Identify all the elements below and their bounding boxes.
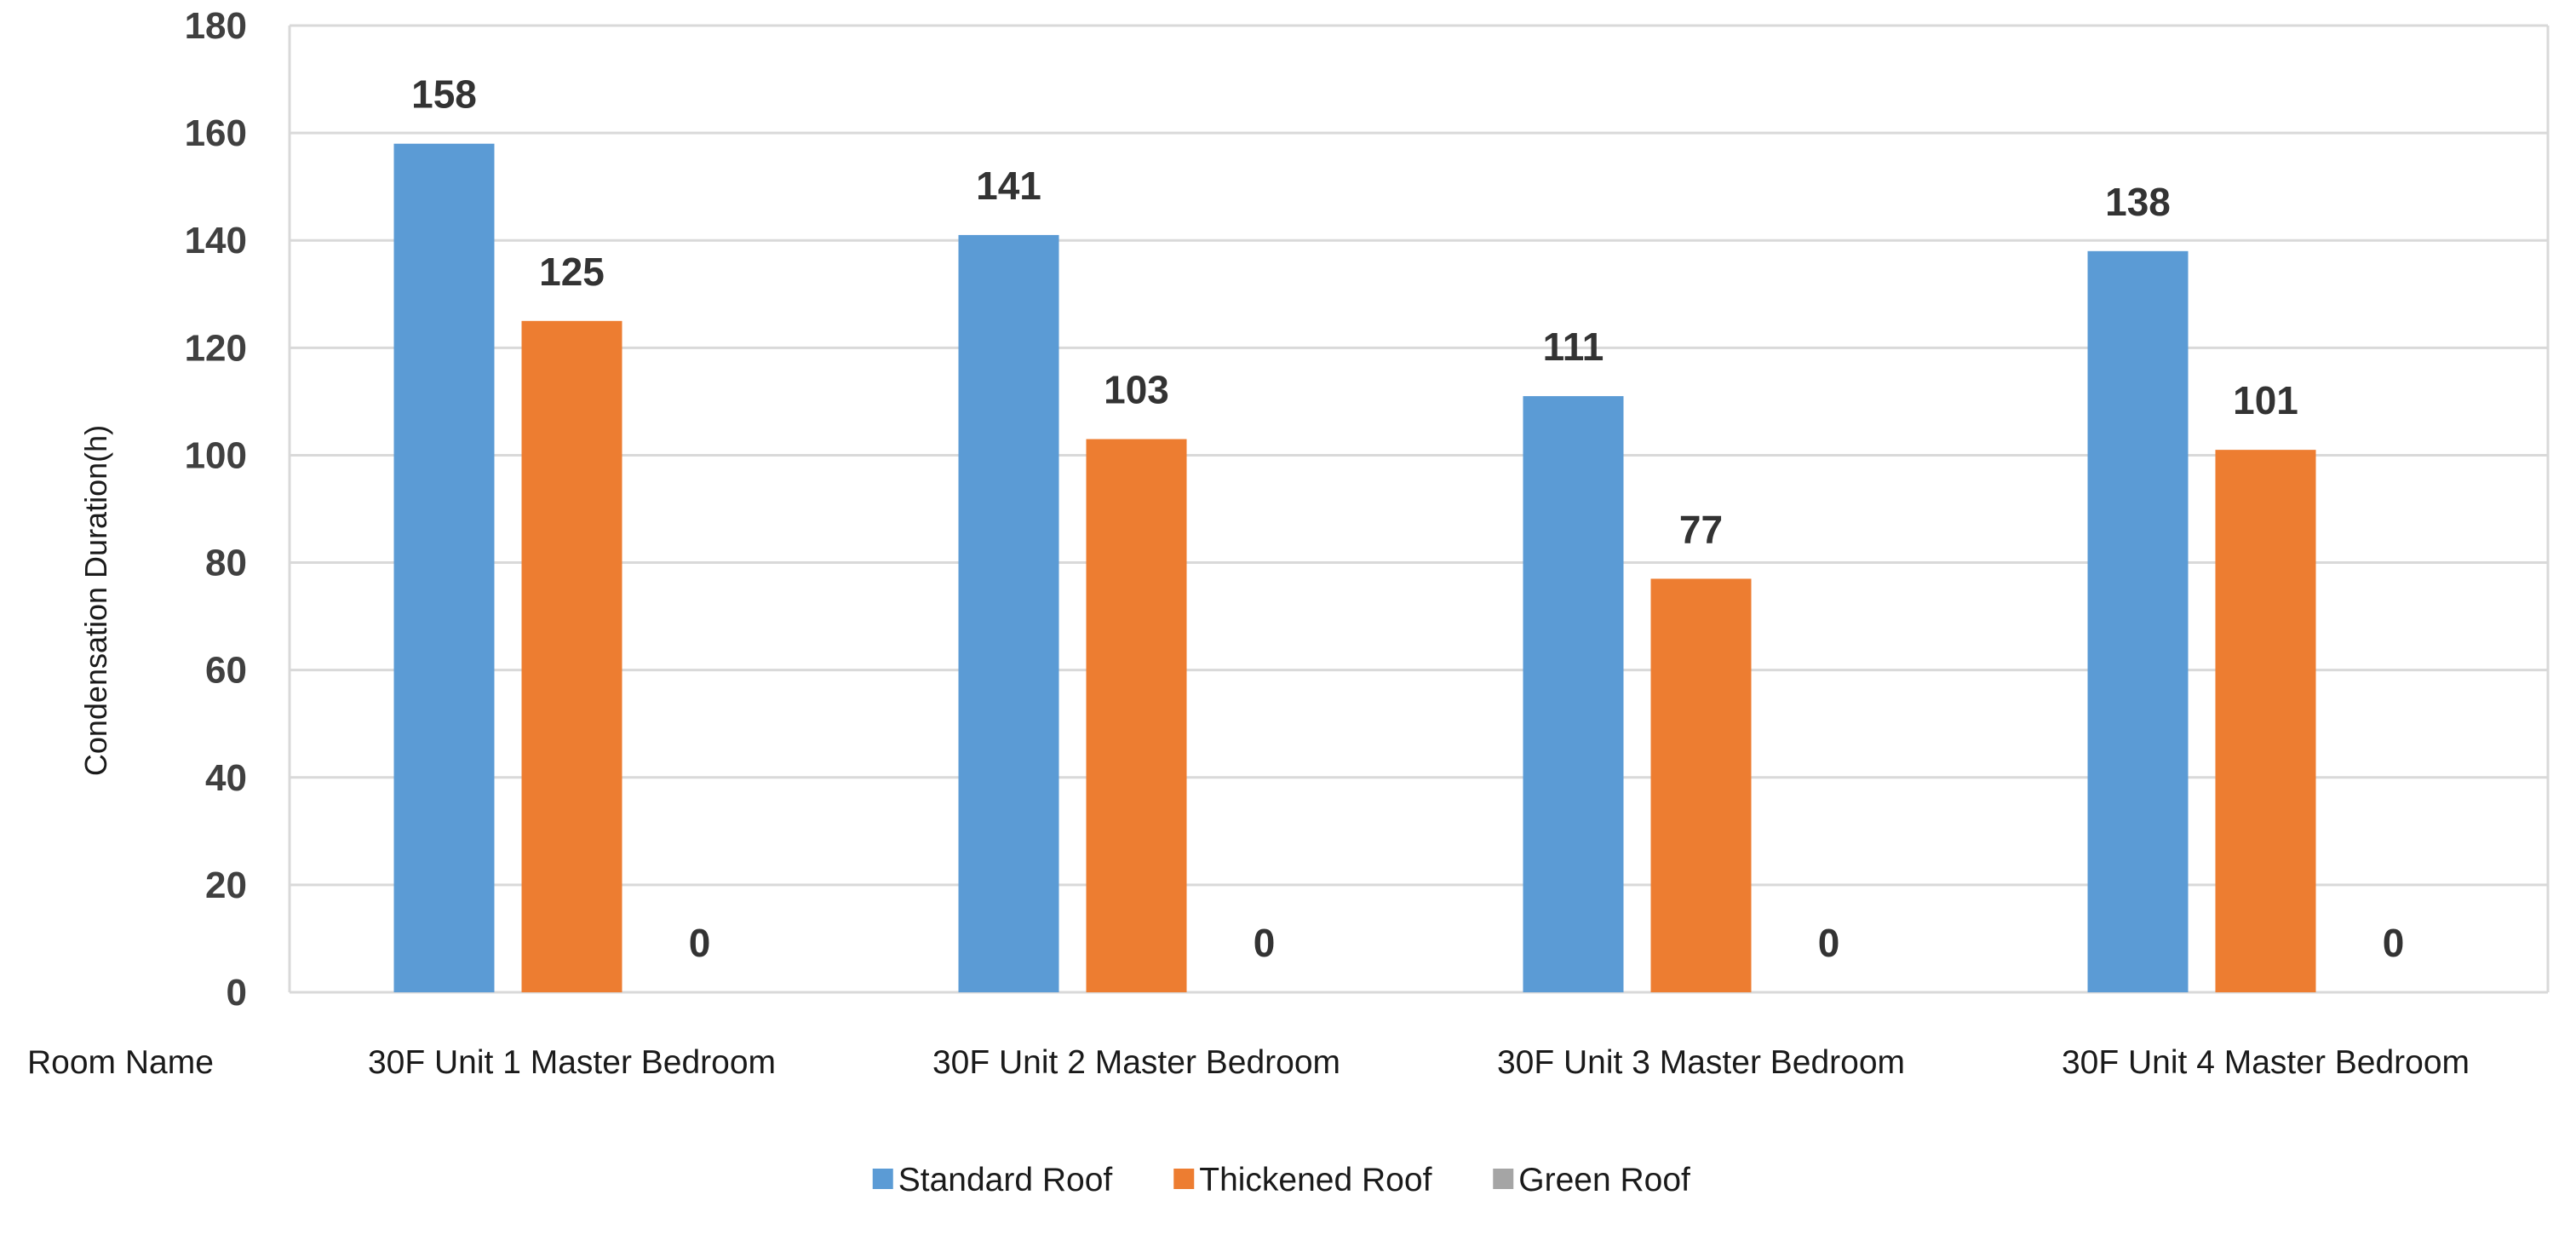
- y-tick-label: 180: [185, 5, 247, 47]
- legend-swatch: [1173, 1169, 1195, 1189]
- legend: Standard Roof Thickened Roof Green Roof: [872, 1162, 1690, 1198]
- data-label: 101: [2233, 378, 2298, 422]
- data-label: 125: [539, 250, 605, 294]
- data-label: 0: [2383, 921, 2405, 965]
- y-tick-label: 40: [205, 757, 247, 799]
- category-label: 30F Unit 2 Master Bedroom: [932, 1044, 1340, 1081]
- y-tick-label: 160: [185, 112, 247, 154]
- category-label: 30F Unit 3 Master Bedroom: [1497, 1044, 1905, 1081]
- category-label: 30F Unit 4 Master Bedroom: [2062, 1044, 2470, 1081]
- bar: [1650, 578, 1752, 992]
- data-labels: 158 125 0 141 103 0 111 77 0 138 101 0: [411, 72, 2404, 965]
- bar: [958, 234, 1059, 993]
- legend-label: Green Roof: [1518, 1162, 1690, 1198]
- legend-swatch: [1493, 1169, 1514, 1189]
- y-tick-label: 140: [185, 220, 247, 261]
- y-tick-label: 60: [205, 650, 247, 692]
- data-label: 138: [2105, 180, 2171, 224]
- bar: [521, 320, 622, 992]
- data-label: 141: [976, 164, 1041, 208]
- bars: [393, 143, 2316, 993]
- data-label: 0: [1254, 921, 1276, 965]
- bar: [1523, 396, 1624, 992]
- data-label: 77: [1679, 507, 1723, 551]
- data-label: 158: [411, 72, 477, 117]
- category-label: 30F Unit 1 Master Bedroom: [368, 1044, 776, 1081]
- x-axis-label: Room Name: [27, 1044, 214, 1081]
- y-tick-label: 80: [205, 543, 247, 584]
- y-axis-label: Condensation Duration(h): [78, 425, 113, 776]
- data-label: 0: [1818, 921, 1840, 965]
- y-tick-label: 100: [185, 434, 247, 476]
- data-label: 103: [1104, 368, 1169, 412]
- bar: [393, 143, 495, 992]
- legend-label: Standard Roof: [898, 1162, 1113, 1198]
- data-label: 0: [689, 921, 711, 965]
- bar: [2087, 250, 2189, 992]
- category-labels: 30F Unit 1 Master Bedroom 30F Unit 2 Mast…: [368, 1044, 2470, 1081]
- gridlines: [290, 24, 2548, 887]
- data-label: 111: [1543, 325, 1604, 369]
- bar: [1086, 439, 1187, 992]
- y-tick-label: 120: [185, 327, 247, 369]
- axes: [288, 26, 2550, 994]
- legend-label: Thickened Roof: [1199, 1162, 1431, 1198]
- legend-swatch: [872, 1169, 893, 1189]
- y-tick-label: 0: [227, 972, 247, 1014]
- bar: [2215, 450, 2316, 992]
- y-tick-labels: 0 20 40 60 80 100 120 140 160 180: [185, 5, 247, 1014]
- y-tick-label: 20: [205, 865, 247, 906]
